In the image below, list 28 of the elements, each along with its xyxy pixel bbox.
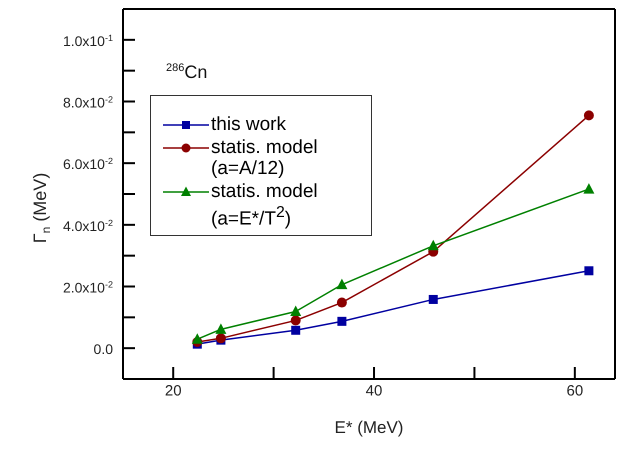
point [428,294,438,304]
point [336,298,347,308]
point [336,278,348,290]
point [428,240,439,250]
x-tick-label: 60 [566,382,584,400]
x-axis-title: E* (MeV) [334,418,404,437]
y-tick-label: 4.0x10$^{-2}$ [62,217,113,234]
point [584,110,594,120]
annotation: $^{286}$Cn [166,62,208,82]
point [291,326,300,335]
y-tick-label: 8.0x10$^{-2}$ [62,94,113,110]
point [290,305,302,316]
legend-label: this work [211,114,287,135]
y-tick-label: 1.0x10$^{-1}$ [62,32,113,49]
point [290,315,301,326]
point [216,333,226,344]
y-tick-label: 0.0 [94,341,114,358]
point [583,183,594,194]
y-tick-label: 2.0x10$^{-2}$ [62,279,113,296]
point [584,266,594,276]
legend-label: statis. model (a=A/12) [211,137,319,179]
point [215,323,226,334]
point [192,333,203,344]
legend-label: statis. model (a=E*/T$^{2}$) [211,181,319,230]
point [337,316,346,326]
y-tick-label: 6.0x10$^{-2}$ [62,156,113,172]
x-tick-label: 40 [366,382,382,400]
x-tick-label: 20 [164,382,182,400]
